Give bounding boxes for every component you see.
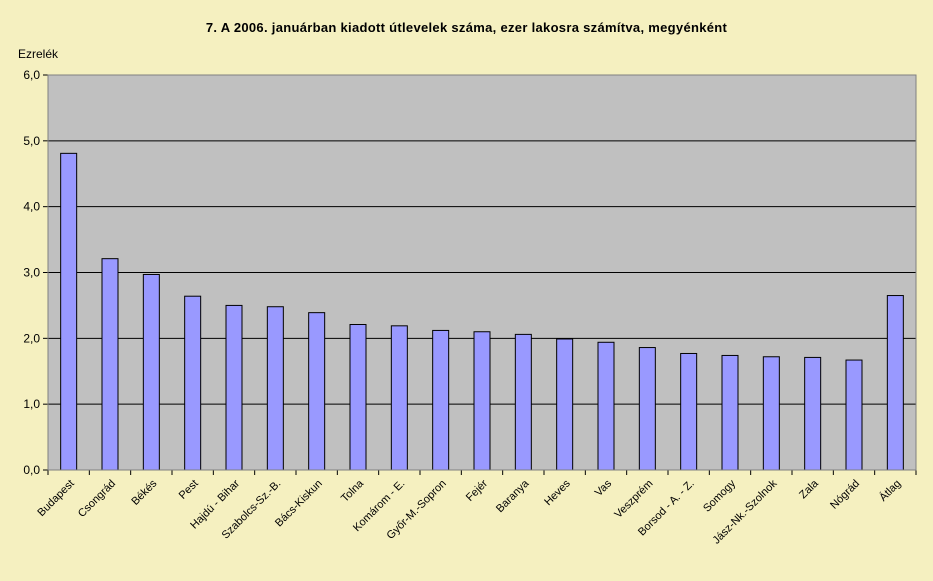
category-label: Csongrád [76,478,118,520]
category-label: Átlag [877,477,904,504]
bar [473,331,491,471]
bar [762,356,780,471]
category-label: Fejér [464,477,490,503]
y-axis-unit-label: Ezrelék [18,47,59,61]
y-tick-label: 2,0 [23,331,40,345]
category-label: Baranya [494,477,532,515]
bar [638,347,656,471]
bar [514,333,532,471]
bar [390,325,408,471]
y-tick-label: 4,0 [23,200,40,214]
bar [597,341,615,471]
y-tick-label: 5,0 [23,134,40,148]
bar [432,329,450,471]
bar [60,152,78,471]
category-label: Budapest [35,478,76,519]
axes [47,74,917,475]
category-label: Pest [177,478,201,502]
bar [721,354,739,471]
category-label: Vas [593,477,615,499]
category-label: Nógrád [828,478,862,512]
bar [804,356,822,471]
y-tick-label: 0,0 [23,463,40,477]
bar [886,295,904,471]
bar [101,258,119,471]
bars [60,152,904,471]
category-label: Heves [542,477,573,508]
bar [184,295,202,471]
y-tick-label: 3,0 [23,266,40,280]
bar [308,312,326,471]
plot-border [47,74,917,471]
category-label: Békés [129,477,159,507]
category-label: Tolna [339,477,367,505]
y-tick-label: 6,0 [23,68,40,82]
bar [225,304,243,471]
bar [845,359,863,471]
category-label: Zala [797,477,821,501]
bar [349,324,367,471]
bar [556,338,574,471]
category-label: Veszprém [612,478,655,521]
bar [266,306,284,471]
bar [680,352,698,471]
y-tick-label: 1,0 [23,397,40,411]
chart-title: 7. A 2006. januárban kiadott útlevelek s… [205,20,728,35]
bar [142,273,160,471]
y-tick-labels: 0,0 1,0 2,0 3,0 4,0 5,0 6,0 [23,68,40,477]
category-label: Somogy [701,477,738,514]
